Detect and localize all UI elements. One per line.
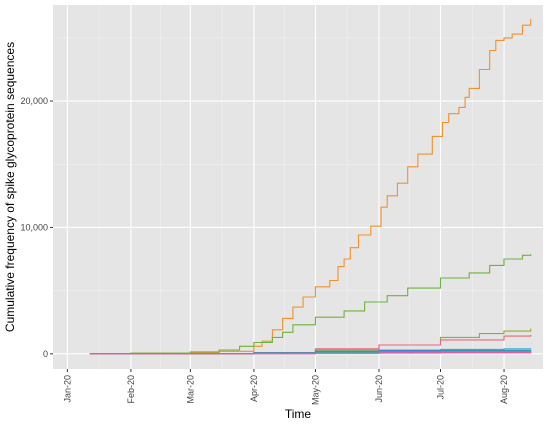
y-axis: 0 10,000 20,000: [20, 96, 53, 359]
plot-panel: [53, 5, 543, 369]
x-tick-label: Feb-20: [126, 375, 136, 404]
series-layer: [89, 18, 532, 355]
x-tick-label: May-20: [310, 375, 320, 405]
x-axis: Jan-20 Feb-20 Mar-20 Apr-20 May-20 Jun-20 Jul-…: [62, 369, 509, 405]
grid-minor: [53, 5, 543, 369]
x-tick-label: Mar-20: [185, 375, 195, 404]
series-line: [89, 254, 532, 355]
x-tick-label: Aug-20: [499, 375, 509, 404]
x-tick-label: Jul-20: [435, 375, 445, 400]
y-tick-label: 20,000: [20, 96, 48, 106]
y-tick-label: 10,000: [20, 222, 48, 232]
x-tick-label: Apr-20: [249, 375, 259, 402]
y-axis-title: Cumulative frequency of spike glycoprote…: [3, 42, 17, 332]
x-tick-label: Jun-20: [374, 375, 384, 403]
x-axis-title: Time: [285, 407, 312, 421]
x-tick-label: Jan-20: [62, 375, 72, 403]
series-line: [89, 352, 532, 355]
y-tick-label: 0: [43, 349, 48, 359]
